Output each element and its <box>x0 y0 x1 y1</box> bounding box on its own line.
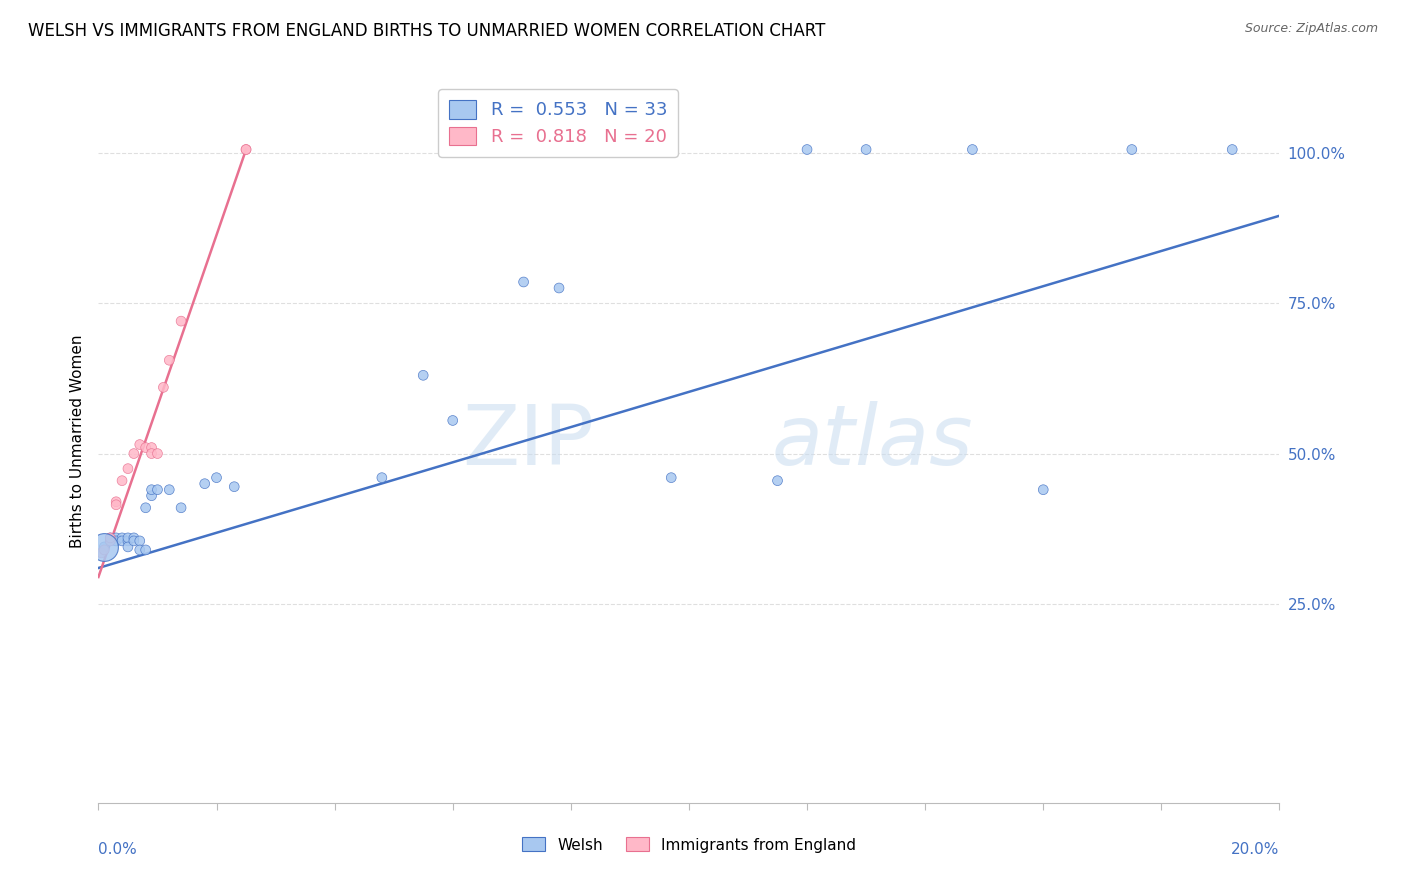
Point <box>111 474 134 488</box>
Point <box>146 483 169 497</box>
Text: 0.0%: 0.0% <box>98 842 138 856</box>
Point <box>1121 143 1143 157</box>
Point <box>371 471 394 485</box>
Point <box>512 275 534 289</box>
Point <box>659 471 682 485</box>
Point <box>128 542 150 557</box>
Point <box>98 533 121 548</box>
Point <box>855 143 877 157</box>
Point <box>135 500 157 515</box>
Point <box>412 368 434 383</box>
Point <box>146 446 169 460</box>
Point <box>135 542 157 557</box>
Point <box>548 281 571 295</box>
Point <box>105 498 128 512</box>
Text: 20.0%: 20.0% <box>1232 842 1279 856</box>
Point <box>122 533 145 548</box>
Point <box>105 533 128 548</box>
Point <box>235 143 257 157</box>
Point <box>157 483 180 497</box>
Point <box>170 500 193 515</box>
Point <box>111 533 134 548</box>
Point <box>122 446 145 460</box>
Point <box>117 540 139 554</box>
Point <box>1220 143 1243 157</box>
Point <box>98 531 121 545</box>
Point <box>157 353 180 368</box>
Point <box>90 546 112 560</box>
Point <box>766 474 789 488</box>
Point <box>98 533 121 548</box>
Point <box>98 531 121 545</box>
Point <box>152 380 174 394</box>
Point <box>141 446 163 460</box>
Point <box>117 533 139 548</box>
Point <box>141 489 163 503</box>
Point <box>224 480 246 494</box>
Point <box>796 143 818 157</box>
Point <box>141 441 163 455</box>
Text: Source: ZipAtlas.com: Source: ZipAtlas.com <box>1244 22 1378 36</box>
Point <box>1032 483 1054 497</box>
Point <box>117 461 139 475</box>
Point <box>93 540 115 554</box>
Y-axis label: Births to Unmarried Women: Births to Unmarried Women <box>69 334 84 549</box>
Point <box>122 531 145 545</box>
Point <box>441 413 464 427</box>
Point <box>141 483 163 497</box>
Legend: Welsh, Immigrants from England: Welsh, Immigrants from England <box>515 830 863 860</box>
Point <box>170 314 193 328</box>
Point <box>135 441 157 455</box>
Point <box>111 531 134 545</box>
Text: atlas: atlas <box>772 401 973 482</box>
Point <box>105 533 128 548</box>
Point <box>194 476 217 491</box>
Point <box>962 143 984 157</box>
Text: WELSH VS IMMIGRANTS FROM ENGLAND BIRTHS TO UNMARRIED WOMEN CORRELATION CHART: WELSH VS IMMIGRANTS FROM ENGLAND BIRTHS … <box>28 22 825 40</box>
Point <box>205 471 228 485</box>
Point <box>235 143 257 157</box>
Point <box>128 533 150 548</box>
Point <box>105 494 128 508</box>
Point <box>105 531 128 545</box>
Point <box>93 542 115 557</box>
Point <box>128 437 150 451</box>
Point <box>117 531 139 545</box>
Point <box>93 540 115 554</box>
Text: ZIP: ZIP <box>463 401 595 482</box>
